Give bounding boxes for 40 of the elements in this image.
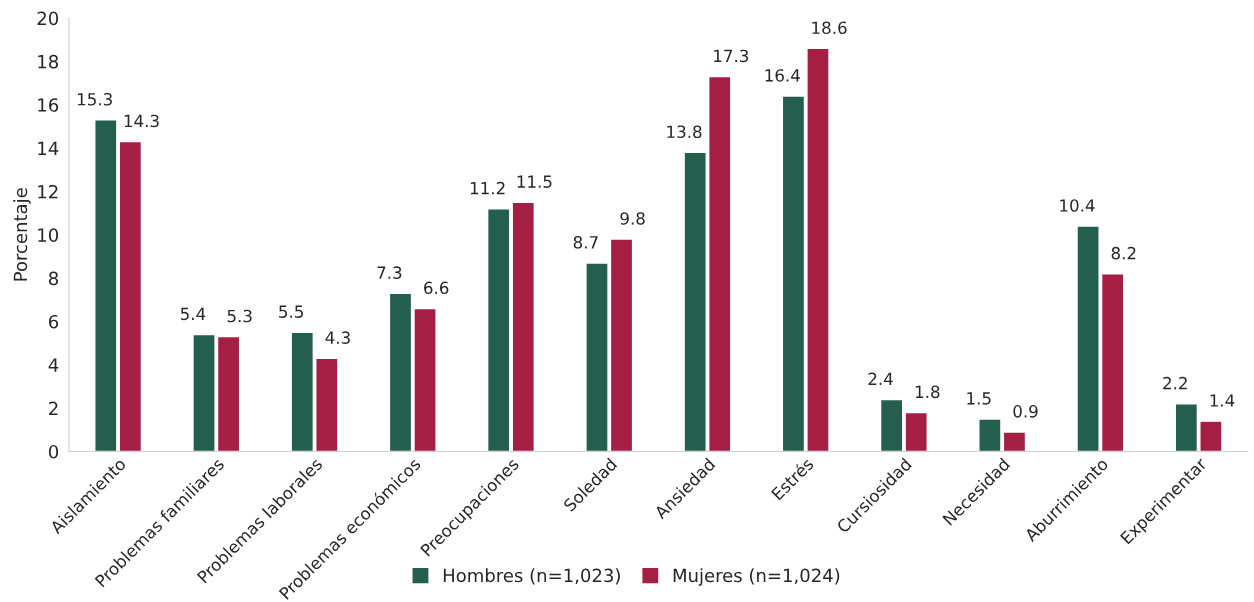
- data-label: 5.4: [180, 307, 206, 321]
- y-tick-label: 2: [49, 401, 58, 416]
- data-label: 7.3: [377, 266, 402, 279]
- y-tick-label: 20: [37, 11, 59, 26]
- data-label: 2.4: [868, 372, 893, 385]
- legend-label: Mujeres (n=1,024): [673, 568, 840, 586]
- y-tick-label: 18: [38, 54, 59, 69]
- data-label: 10.4: [1060, 199, 1095, 212]
- data-label: 1.8: [915, 385, 940, 399]
- y-axis-title: Porcentaje: [13, 188, 31, 281]
- y-tick-label: 10: [38, 228, 59, 242]
- data-label: 0.9: [1013, 405, 1038, 418]
- data-label: 9.8: [620, 212, 645, 225]
- data-label: 8.2: [1111, 246, 1136, 260]
- data-label: 5.3: [227, 309, 252, 323]
- data-label: 1.4: [1210, 394, 1235, 407]
- y-tick-label: 8: [48, 271, 59, 286]
- data-label: 14.3: [124, 114, 159, 128]
- data-label: 11.2: [470, 181, 505, 195]
- data-label: 16.4: [765, 69, 800, 82]
- data-label: 6.6: [424, 281, 449, 295]
- y-tick-label: 12: [38, 184, 58, 199]
- data-label: 15.3: [77, 92, 112, 106]
- data-label: 2.2: [1163, 376, 1187, 390]
- data-label: 13.8: [667, 125, 702, 139]
- legend-label: Hombres (n=1,023): [443, 568, 620, 585]
- data-label: 8.7: [573, 236, 598, 249]
- data-label: 5.5: [279, 305, 303, 318]
- data-label: 17.3: [714, 49, 749, 63]
- y-tick-label: 6: [49, 314, 59, 329]
- bar: [511, 201, 536, 452]
- data-label: 11.5: [517, 175, 552, 188]
- bar: [486, 208, 511, 452]
- y-tick-label: 4: [48, 358, 59, 372]
- data-label: 1.5: [967, 392, 991, 405]
- y-tick-label: 14: [38, 141, 59, 155]
- y-tick-label: 16: [38, 98, 59, 112]
- y-tick-label: 0: [48, 444, 59, 459]
- data-label: 4.3: [325, 331, 350, 344]
- data-label: 18.6: [812, 21, 847, 35]
